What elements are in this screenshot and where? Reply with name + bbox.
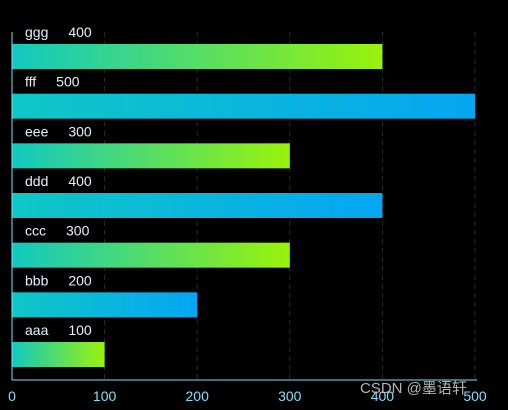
bar-bbb (12, 292, 198, 318)
category-label-ddd: ddd (25, 173, 48, 189)
bar-aaa (12, 342, 105, 368)
category-label-eee: eee (25, 123, 49, 139)
category-label-ccc: ccc (25, 223, 46, 239)
x-tick-label: 200 (186, 388, 210, 404)
value-label-fff: 500 (56, 74, 80, 90)
watermark: CSDN @墨语轩 (360, 380, 467, 397)
x-axis: 0 100 200 300 400 500 (8, 32, 487, 404)
x-tick-label: 500 (463, 388, 487, 404)
category-label-bbb: bbb (25, 272, 49, 288)
category-label-ggg: ggg (25, 24, 48, 40)
bar-eee (12, 143, 290, 169)
x-tick-label: 400 (371, 388, 395, 404)
x-tick-label: 100 (93, 388, 117, 404)
category-label-fff: fff (25, 74, 36, 90)
x-tick-label: 300 (278, 388, 302, 404)
bar-ccc (12, 242, 290, 268)
value-label-bbb: 200 (68, 272, 92, 288)
value-label-ccc: 300 (66, 223, 90, 239)
bar-ggg (12, 44, 383, 69)
bars (12, 44, 475, 368)
category-label-aaa: aaa (25, 322, 49, 338)
value-label-eee: 300 (68, 123, 92, 139)
bar-fff (12, 93, 475, 119)
value-label-ggg: 400 (68, 24, 92, 40)
value-label-ddd: 400 (68, 173, 92, 189)
x-tick-label: 0 (8, 388, 16, 404)
bar-ddd (12, 193, 383, 219)
bar-labels: aaa 100 bbb 200 ccc 300 ddd 400 eee 300 fff 500 ggg 4… (25, 24, 92, 338)
value-label-aaa: 100 (68, 322, 92, 338)
